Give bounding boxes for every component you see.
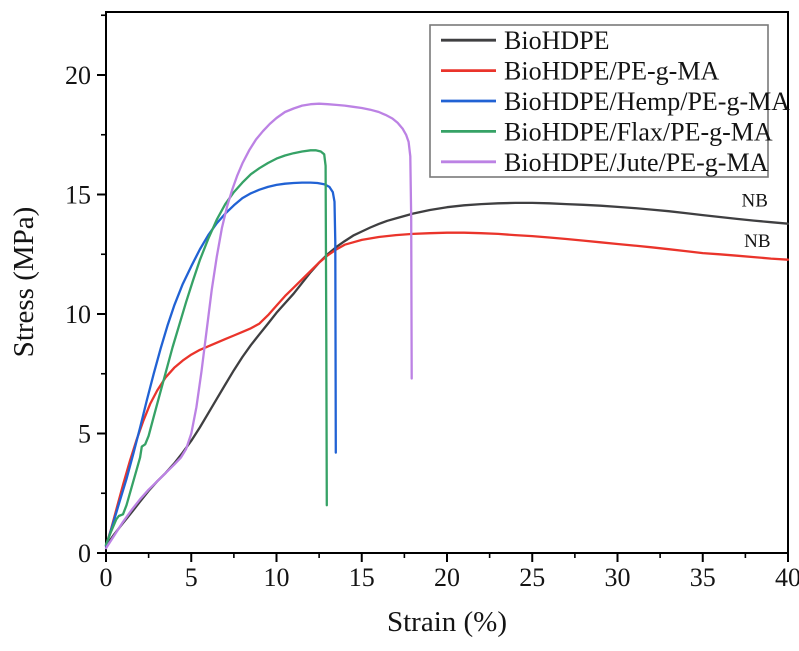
legend-label: BioHDPE/Jute/PE-g-MA <box>504 148 769 177</box>
legend-item: BioHDPE/Hemp/PE-g-MA <box>441 87 790 116</box>
x-axis: 0 5 10 15 20 25 30 35 40 <box>100 553 799 592</box>
legend-item: BioHDPE <box>441 26 609 55</box>
x-tick-label: 0 <box>100 563 113 592</box>
legend-label: BioHDPE <box>504 26 609 55</box>
x-axis-title: Strain (%) <box>387 606 507 638</box>
x-tick-label: 40 <box>775 563 799 592</box>
y-tick-label: 15 <box>65 181 91 210</box>
curve-biohdpe <box>104 201 790 547</box>
legend-item: BioHDPE/Flax/PE-g-MA <box>441 117 773 146</box>
legend-item: BioHDPE/Jute/PE-g-MA <box>441 148 769 177</box>
x-tick-label: 10 <box>264 563 290 592</box>
annotation-nb-0: NB <box>742 190 768 211</box>
x-tick-label: 20 <box>434 563 460 592</box>
legend: BioHDPEBioHDPE/PE-g-MABioHDPE/Hemp/PE-g-… <box>429 24 790 178</box>
legend-item: BioHDPE/PE-g-MA <box>441 57 719 86</box>
legend-label: BioHDPE/PE-g-MA <box>504 57 719 86</box>
x-tick-label: 5 <box>185 563 198 592</box>
x-tick-label: 25 <box>519 563 545 592</box>
annotation-nb-1: NB <box>744 231 770 252</box>
y-tick-label: 20 <box>65 61 91 90</box>
y-axis: 0 5 10 15 20 <box>65 14 106 568</box>
y-tick-label: 0 <box>78 539 91 568</box>
curve-biohdpe-jute-pe-g-ma <box>104 102 413 550</box>
y-axis-title: Stress (MPa) <box>8 207 40 358</box>
legend-label: BioHDPE/Flax/PE-g-MA <box>504 117 773 146</box>
curve-biohdpe-pe-g-ma <box>104 231 790 547</box>
curve-biohdpe-hemp-pe-g-ma <box>104 181 337 547</box>
curve-biohdpe-flax-pe-g-ma <box>104 149 328 546</box>
x-tick-label: 15 <box>349 563 375 592</box>
x-tick-label: 30 <box>605 563 631 592</box>
x-tick-label: 35 <box>690 563 716 592</box>
y-tick-label: 5 <box>78 420 91 449</box>
y-tick-label: 10 <box>65 300 91 329</box>
legend-label: BioHDPE/Hemp/PE-g-MA <box>504 87 790 116</box>
